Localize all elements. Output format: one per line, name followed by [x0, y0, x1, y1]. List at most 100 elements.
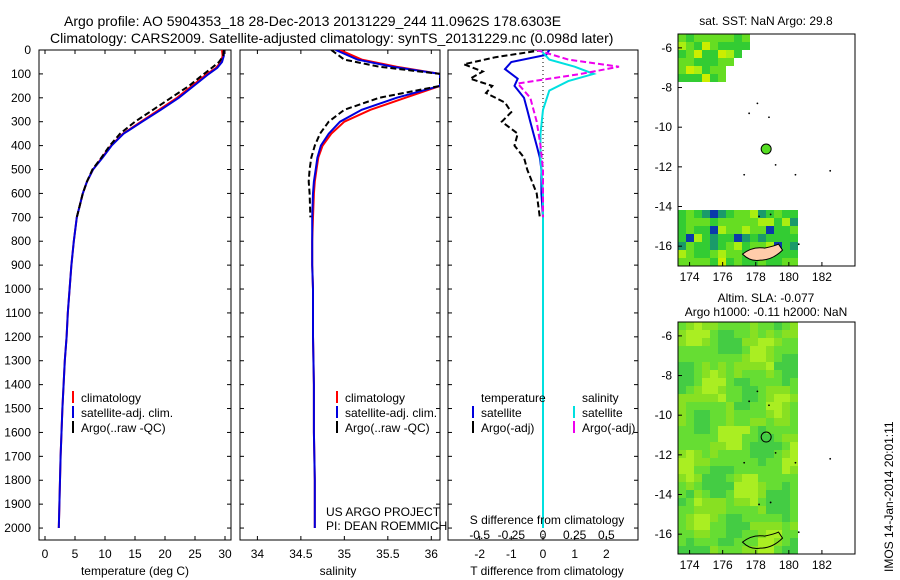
map-cell	[766, 514, 774, 522]
map-cell	[710, 474, 718, 482]
map-cell	[702, 378, 710, 386]
map-cell	[742, 394, 750, 402]
map-cell	[734, 354, 742, 362]
x2-tick-label: -0.25	[498, 528, 526, 542]
map-cell	[742, 466, 750, 474]
map-cell	[790, 426, 798, 434]
map-cell	[782, 258, 790, 266]
map-cell	[758, 506, 766, 514]
lon-tick-label: 174	[680, 270, 700, 284]
map-cell	[766, 362, 774, 370]
map-cell	[710, 514, 718, 522]
x-tick-label: -2	[474, 547, 485, 561]
map-cell	[742, 242, 750, 250]
map-cell	[678, 338, 686, 346]
map-cell	[718, 506, 726, 514]
island-dot	[794, 173, 797, 176]
map-cell	[782, 370, 790, 378]
map-cell	[766, 402, 774, 410]
map-cell	[790, 530, 798, 538]
map-cell	[790, 226, 798, 234]
map-cell	[742, 418, 750, 426]
map-cell	[702, 546, 710, 554]
map-cell	[750, 218, 758, 226]
map-cell	[726, 394, 734, 402]
map-cell	[678, 490, 686, 498]
map-cell	[726, 530, 734, 538]
map-cell	[774, 474, 782, 482]
map-cell	[790, 410, 798, 418]
map-cell	[782, 546, 790, 554]
map-cell	[774, 522, 782, 530]
map-cell	[750, 474, 758, 482]
map-cell	[694, 506, 702, 514]
legend-label-satellite: satellite-adj. clim.	[81, 406, 173, 420]
island-dot	[797, 531, 800, 534]
map-cell	[790, 514, 798, 522]
island-dot	[748, 112, 751, 115]
map-cell	[782, 426, 790, 434]
argo-float-marker	[760, 143, 772, 155]
map-cell	[774, 234, 782, 242]
map-cell	[726, 546, 734, 554]
map-cell	[766, 490, 774, 498]
map-cell	[742, 410, 750, 418]
map-cell	[742, 258, 750, 266]
map-cell	[694, 482, 702, 490]
map-cell	[726, 450, 734, 458]
map-cell	[734, 530, 742, 538]
map-cell	[750, 418, 758, 426]
map-cell	[750, 482, 758, 490]
y-tick-label: 900	[11, 258, 31, 272]
map-cell	[718, 330, 726, 338]
sla-map-title-2: Argo h1000: -0.11 h2000: NaN	[685, 305, 848, 319]
map-cell	[782, 538, 790, 546]
map-cell	[766, 522, 774, 530]
lat-tick-label: -8	[661, 81, 672, 95]
map-cell	[734, 474, 742, 482]
map-cell	[694, 442, 702, 450]
map-cell	[686, 354, 694, 362]
map-cell	[678, 250, 686, 258]
map-cell	[678, 482, 686, 490]
map-cell	[702, 538, 710, 546]
map-cell	[758, 490, 766, 498]
map-cell	[782, 506, 790, 514]
map-cell	[758, 482, 766, 490]
map-cell	[742, 442, 750, 450]
map-cell	[702, 386, 710, 394]
map-cell	[758, 530, 766, 538]
map-cell	[678, 434, 686, 442]
salinity-panel	[239, 49, 441, 541]
map-cell	[718, 482, 726, 490]
map-cell	[790, 242, 798, 250]
y-tick-label: 1300	[4, 354, 31, 368]
map-cell	[726, 242, 734, 250]
map-cell	[678, 402, 686, 410]
map-cell	[750, 410, 758, 418]
map-cell	[686, 426, 694, 434]
y-tick-label: 1900	[4, 497, 31, 511]
map-cell	[694, 522, 702, 530]
map-cell	[758, 546, 766, 554]
map-cell	[710, 490, 718, 498]
island-dot	[743, 173, 746, 176]
map-cell	[782, 418, 790, 426]
map-cell	[750, 258, 758, 266]
map-cell	[702, 322, 710, 330]
map-cell	[766, 458, 774, 466]
map-cell	[734, 450, 742, 458]
island-dot	[769, 213, 772, 216]
map-cell	[694, 242, 702, 250]
map-cell	[678, 538, 686, 546]
map-cell	[790, 322, 798, 330]
map-cell	[742, 498, 750, 506]
map-cell	[750, 538, 758, 546]
legend-label-satellite: satellite-adj. clim.	[345, 406, 437, 420]
map-cell	[702, 234, 710, 242]
map-cell	[678, 546, 686, 554]
lat-tick-label: -14	[655, 488, 673, 502]
map-cell	[710, 242, 718, 250]
map-cell	[726, 426, 734, 434]
map-cell	[694, 258, 702, 266]
